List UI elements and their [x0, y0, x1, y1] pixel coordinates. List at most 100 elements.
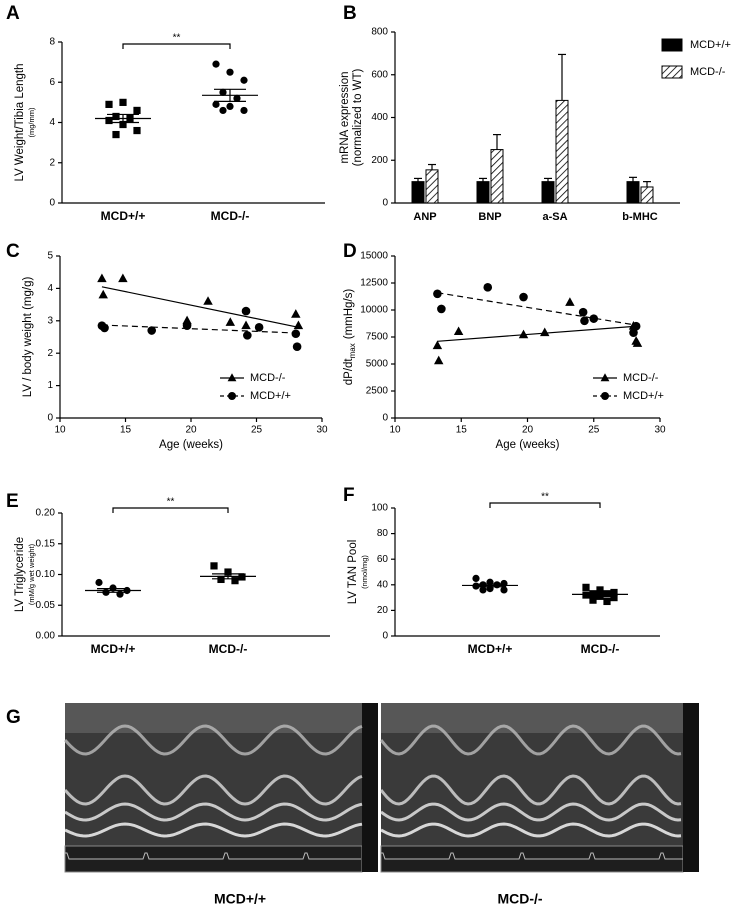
y-tick-label: 80: [377, 528, 389, 539]
y-tick-label: 0: [382, 413, 388, 424]
legend-label: MCD-/-: [623, 372, 659, 384]
marker: [210, 562, 218, 570]
scale-bar: [683, 703, 699, 872]
x-tick-label: MCD+/+: [91, 642, 136, 656]
panel-letter: A: [6, 3, 20, 24]
x-tick-label: 10: [54, 425, 66, 436]
significance-bracket: [489, 502, 601, 508]
echo-caption: MCD-/-: [497, 891, 542, 907]
echo-caption: MCD+/+: [214, 891, 266, 907]
marker: [565, 297, 575, 306]
legend-marker: [601, 392, 609, 400]
marker: [432, 340, 443, 350]
sem-bar: [212, 573, 244, 580]
marker: [500, 586, 508, 594]
y-axis-label: mRNA expression: [339, 71, 351, 163]
marker: [219, 88, 227, 96]
x-axis-label: Age (weeks): [159, 439, 223, 451]
marker: [105, 100, 113, 108]
panel-letter: G: [6, 707, 21, 728]
marker: [133, 106, 141, 115]
marker: [212, 60, 220, 68]
marker: [582, 591, 590, 599]
y-tick-label: 8: [49, 37, 55, 48]
marker: [119, 98, 127, 106]
bar: [425, 169, 439, 204]
x-tick-label: b-MHC: [622, 211, 657, 223]
x-tick-label: 30: [316, 425, 328, 436]
marker: [578, 307, 588, 317]
error-bar: [558, 53, 566, 101]
y-tick-label: 5000: [366, 359, 389, 370]
marker: [433, 355, 444, 365]
y-tick-label: 40: [377, 579, 389, 590]
marker: [241, 306, 251, 316]
echo-trace: [379, 724, 682, 756]
marker: [589, 590, 597, 598]
echo-trace: [379, 774, 682, 806]
marker: [629, 328, 638, 337]
marker: [539, 327, 550, 337]
marker: [240, 76, 248, 84]
fit-line: [101, 324, 299, 334]
legend-marker: [228, 392, 236, 400]
bar: [640, 186, 654, 204]
x-tick-label: MCD-/-: [581, 642, 620, 656]
marker: [243, 331, 252, 340]
marker: [203, 296, 213, 305]
error-bar: [414, 177, 422, 182]
y-tick-label: 20: [377, 605, 389, 616]
error-bar: [643, 181, 651, 187]
marker: [589, 314, 599, 323]
bar: [626, 181, 640, 204]
error-bar: [493, 134, 501, 150]
y-axis-label: (normalized to WT): [352, 68, 364, 166]
y-axis-unit: (mg/mm): [27, 107, 36, 137]
bar: [490, 149, 504, 204]
x-tick-label: MCD-/-: [211, 209, 250, 223]
marker: [254, 322, 264, 332]
echo-noise: [381, 703, 683, 733]
x-tick-label: 20: [522, 425, 534, 436]
marker: [116, 590, 124, 598]
x-axis-label: Age (weeks): [496, 439, 560, 451]
marker: [133, 126, 141, 135]
marker: [589, 596, 597, 604]
y-tick-label: 600: [371, 69, 388, 80]
marker: [226, 68, 234, 76]
legend-label: MCD+/+: [623, 390, 664, 402]
sem-bar: [214, 88, 246, 102]
x-tick-label: 15: [456, 425, 468, 436]
marker: [118, 273, 128, 283]
panel-letter: B: [343, 3, 357, 24]
x-tick-label: 20: [185, 425, 197, 436]
bar: [411, 181, 425, 204]
marker: [240, 106, 248, 115]
bar: [555, 99, 569, 204]
legend-label: MCD-/-: [690, 66, 726, 78]
x-tick-label: 25: [588, 425, 600, 436]
x-tick-label: MCD+/+: [101, 209, 146, 223]
marker: [219, 106, 227, 115]
y-axis-label: dP/dtmax (mmHg/s): [343, 289, 357, 386]
significance-bracket: [122, 43, 231, 49]
fit-line: [437, 325, 637, 342]
echo-trace: [380, 802, 682, 822]
marker: [472, 574, 480, 583]
marker: [119, 120, 127, 129]
marker: [610, 594, 618, 602]
y-axis-label: LV Weight/Tibia Length: [14, 63, 26, 181]
legend-label: MCD-/-: [250, 372, 286, 384]
legend-label: MCD+/+: [690, 39, 731, 51]
sem-bar: [97, 588, 129, 593]
marker: [580, 316, 589, 326]
y-tick-label: 0.05: [36, 600, 56, 611]
marker: [483, 283, 493, 292]
y-tick-label: 1: [47, 380, 53, 391]
marker: [100, 323, 109, 333]
error-bar: [544, 177, 552, 182]
y-tick-label: 0.10: [36, 569, 56, 580]
marker: [519, 292, 528, 302]
x-tick-label: 25: [251, 425, 263, 436]
marker: [217, 575, 225, 584]
